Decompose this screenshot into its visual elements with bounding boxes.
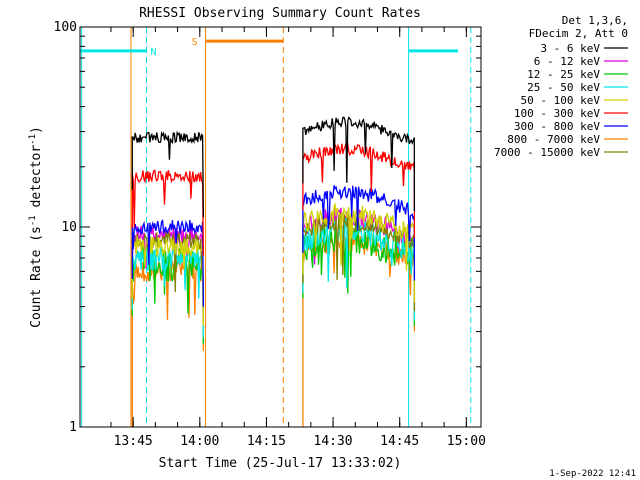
legend-label-7: 800 - 7000 keV (507, 133, 600, 146)
x-axis-label: Start Time (25-Jul-17 13:33:02) (159, 456, 402, 471)
axes: 1 10 100 13:45 14:00 14:15 14:30 14:45 15:00 (54, 20, 486, 449)
legend-label-8: 7000 - 15000 keV (494, 146, 600, 159)
plot-area: NS (80, 27, 472, 427)
chart-title: RHESSI Observing Summary Count Rates (139, 6, 421, 21)
legend-label-0: 3 - 6 keV (540, 42, 600, 55)
series-0-segment-0 (131, 130, 205, 218)
x-tick-label-4: 14:45 (380, 434, 419, 449)
footer-timestamp: 1-Sep-2022 12:41 (549, 469, 636, 479)
y-tick-label-2: 100 (54, 20, 77, 35)
y-axis-label: Count Rate (s-1 detector-1) (28, 126, 44, 328)
legend-header-line-1: Det 1,3,6, (562, 14, 628, 27)
series-6-segment-0 (131, 218, 205, 307)
x-tick-label-1: 14:00 (180, 434, 219, 449)
legend-label-4: 50 - 100 keV (521, 94, 601, 107)
legend-label-3: 25 - 50 keV (527, 81, 600, 94)
x-tick-label-5: 15:00 (447, 434, 486, 449)
series-4-segment-0 (131, 236, 205, 327)
series-8-segment-1 (302, 213, 416, 312)
x-tick-label-2: 14:15 (247, 434, 286, 449)
legend-label-6: 300 - 800 keV (514, 120, 600, 133)
legend-label-1: 6 - 12 keV (534, 55, 601, 68)
legend-header-line-2: FDecim 2, Att 0 (529, 27, 628, 40)
series-2-segment-1 (302, 220, 416, 327)
series-7-segment-1 (302, 230, 416, 427)
flag-s-label: S (192, 37, 198, 48)
series-5-segment-1 (302, 142, 416, 239)
y-tick-label-1: 10 (61, 220, 77, 235)
series-6-segment-1 (302, 185, 416, 281)
x-tick-label-0: 13:45 (114, 434, 153, 449)
flag-n-label: N (151, 47, 157, 58)
x-tick-label-3: 14:30 (314, 434, 353, 449)
series-7-segment-0 (131, 260, 205, 427)
legend-label-5: 100 - 300 keV (514, 107, 600, 120)
series-3-segment-0 (131, 244, 205, 338)
plot-frame (79, 26, 482, 428)
series-5-segment-0 (131, 169, 205, 256)
legend-label-2: 12 - 25 keV (527, 68, 600, 81)
series-0-segment-1 (302, 116, 416, 212)
y-tick-label-0: 1 (69, 420, 77, 435)
